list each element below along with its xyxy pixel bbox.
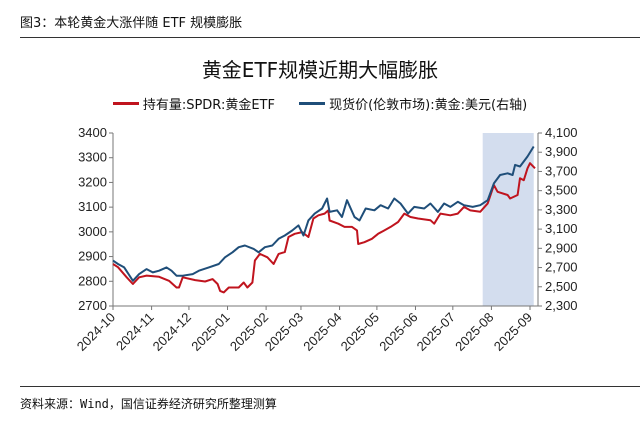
y2-tick-label: 3,300 <box>545 202 578 217</box>
legend-swatch-blue <box>299 102 326 105</box>
x-tick-label: 2025-04 <box>300 310 344 354</box>
y2-tick-label: 2,500 <box>545 279 578 294</box>
y-tick-label: 3400 <box>78 125 107 140</box>
y-tick-label: 3300 <box>78 150 107 165</box>
y-tick-label: 3200 <box>78 174 107 189</box>
series-line-spdr-holdings <box>112 162 536 294</box>
y2-tick-label: 2,300 <box>545 298 578 313</box>
chart-title: 黄金ETF规模近期大幅膨胀 <box>201 58 439 82</box>
bottom-divider <box>20 386 640 387</box>
y2-tick-label: 4,100 <box>545 125 578 140</box>
x-tick-label: 2025-09 <box>491 310 535 354</box>
y-tick-label: 3000 <box>78 224 107 239</box>
y2-tick-label: 3,900 <box>545 144 578 159</box>
x-tick-label: 2024-11 <box>113 310 157 354</box>
y-tick-label: 3100 <box>78 199 107 214</box>
highlight-band <box>482 133 534 306</box>
legend-item-spdr: 持有量:SPDR:黄金ETF <box>112 94 275 113</box>
y2-tick-label: 3,500 <box>545 183 578 198</box>
y-tick-label: 2900 <box>78 249 107 264</box>
y2-tick-label: 3,100 <box>545 221 578 236</box>
source-note: 资料来源：Wind，国信证券经济研究所整理测算 <box>20 397 277 411</box>
x-tick-label: 2025-06 <box>376 310 420 354</box>
x-tick-label: 2025-03 <box>262 310 306 354</box>
y2-tick-label: 3,700 <box>545 163 578 178</box>
legend-label: 现货价(伦敦市场):黄金:美元(右轴) <box>329 98 528 113</box>
y-tick-label: 2700 <box>78 298 107 313</box>
y2-tick-label: 2,900 <box>545 240 578 255</box>
y2-tick-label: 2,700 <box>545 260 578 275</box>
legend: 持有量:SPDR:黄金ETF 现货价(伦敦市场):黄金:美元(右轴) <box>0 94 640 113</box>
y-tick-label: 2800 <box>78 273 107 288</box>
x-tick-label: 2025-07 <box>414 310 458 354</box>
legend-swatch-red <box>112 102 139 105</box>
legend-label: 持有量:SPDR:黄金ETF <box>142 98 275 113</box>
figure-title: 图3：本轮黄金大涨伴随 ETF 规模膨胀 <box>20 16 243 31</box>
x-tick-label: 2024-12 <box>150 310 194 354</box>
series-line-gold-price <box>112 145 535 282</box>
legend-item-gold-price: 现货价(伦敦市场):黄金:美元(右轴) <box>299 94 527 113</box>
x-tick-label: 2024-10 <box>74 310 118 354</box>
x-tick-label: 2025-05 <box>338 310 382 354</box>
x-tick-label: 2025-08 <box>452 310 496 354</box>
top-divider <box>20 37 640 38</box>
x-tick-label: 2025-01 <box>188 310 232 354</box>
